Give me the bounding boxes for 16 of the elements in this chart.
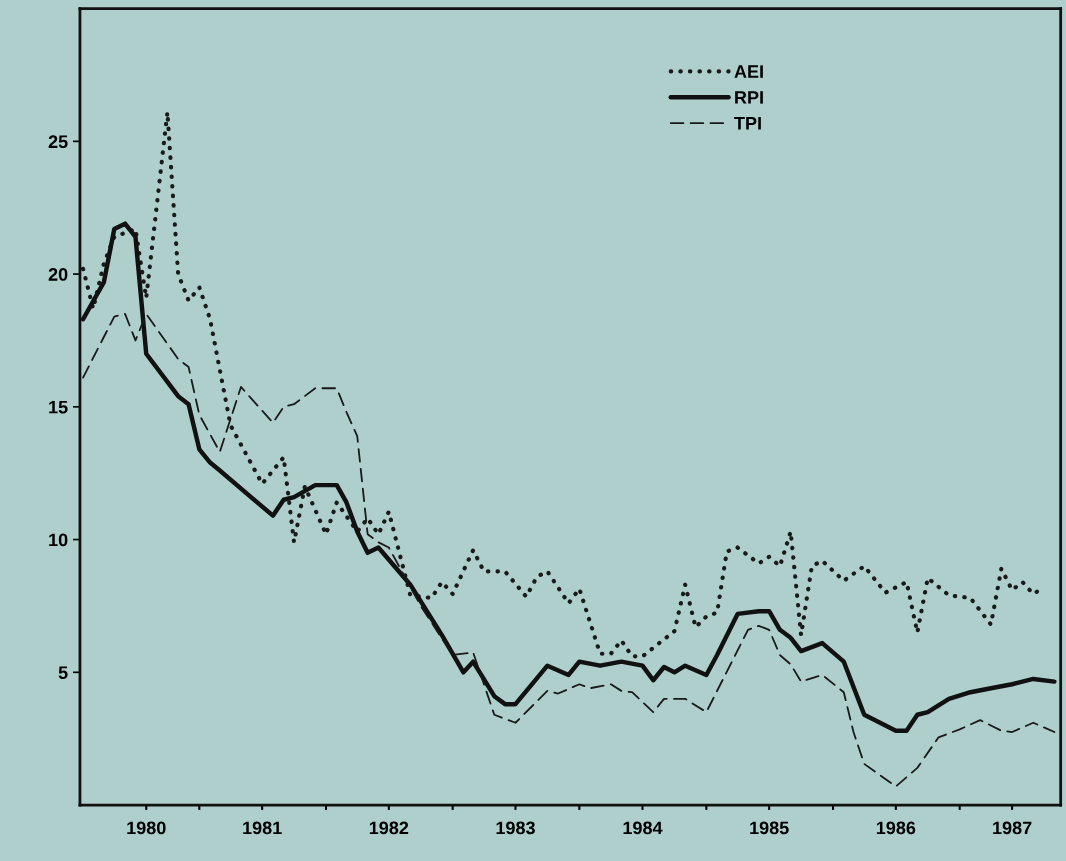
y-tick-label: 5 <box>58 666 68 680</box>
x-tick-label: 1982 <box>369 821 409 835</box>
y-tick-label: 10 <box>49 533 68 547</box>
x-tick-label: 1985 <box>750 821 789 835</box>
x-tick-label: 1986 <box>876 821 916 835</box>
legend-label: TPI <box>734 117 761 130</box>
legend-label: RPI <box>735 91 763 104</box>
x-tick-label: 1984 <box>623 821 663 835</box>
legend-label: AEI <box>734 65 763 78</box>
x-tick-label: 1987 <box>993 821 1032 835</box>
y-tick-label: 20 <box>48 268 68 281</box>
y-tick-label: 15 <box>49 400 68 414</box>
y-tick-label: 25 <box>48 135 68 149</box>
x-tick-label: 1980 <box>127 821 166 835</box>
x-tick-label: 1981 <box>243 821 282 835</box>
x-tick-label: 1983 <box>496 821 535 835</box>
